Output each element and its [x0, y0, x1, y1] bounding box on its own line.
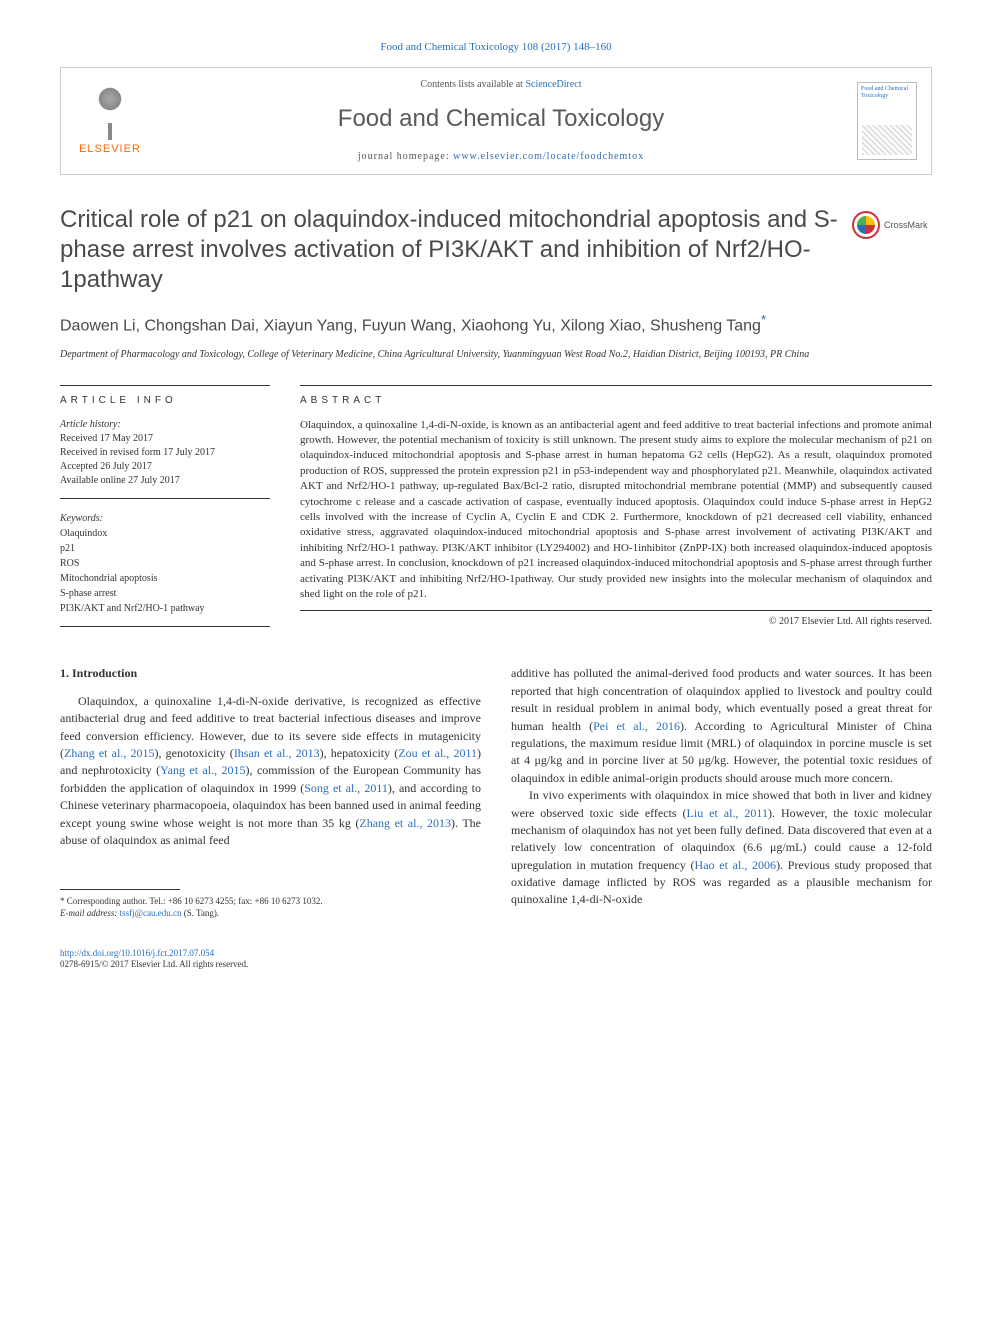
footnote-separator — [60, 889, 180, 890]
homepage-link[interactable]: www.elsevier.com/locate/foodchemtox — [453, 151, 644, 162]
author-list: Daowen Li, Chongshan Dai, Xiayun Yang, F… — [60, 311, 932, 338]
journal-cover-thumbnail: Food and Chemical Toxicology — [857, 82, 917, 160]
footnote-email-label: E-mail address: — [60, 908, 120, 918]
journal-name: Food and Chemical Toxicology — [145, 102, 857, 136]
keyword-item: p21 — [60, 543, 75, 554]
elsevier-logo: ELSEVIER — [75, 85, 145, 157]
right-column: additive has polluted the animal-derived… — [511, 665, 932, 919]
article-title: Critical role of p21 on olaquindox-induc… — [60, 205, 842, 295]
keyword-item: Olaquindox — [60, 528, 107, 539]
contents-prefix: Contents lists available at — [420, 79, 525, 90]
abstract-text: Olaquindox, a quinoxaline 1,4-di-N-oxide… — [300, 418, 932, 612]
history-label: Article history: — [60, 419, 121, 430]
ref-link[interactable]: Pei et al., 2016 — [593, 719, 680, 733]
col2-paragraph-1: additive has polluted the animal-derived… — [511, 665, 932, 787]
article-info-sidebar: ARTICLE INFO Article history: Received 1… — [60, 385, 270, 630]
ref-link[interactable]: Ihsan et al., 2013 — [234, 746, 320, 760]
article-info-heading: ARTICLE INFO — [60, 385, 270, 408]
ref-link[interactable]: Hao et al., 2006 — [695, 858, 777, 872]
corresponding-marker: * — [761, 312, 766, 327]
history-received: Received 17 May 2017 — [60, 433, 153, 444]
crossmark-badge[interactable]: CrossMark — [852, 211, 932, 239]
abstract-heading: ABSTRACT — [300, 385, 932, 408]
crossmark-icon — [852, 211, 880, 239]
ref-link[interactable]: Song et al., 2011 — [304, 781, 388, 795]
elsevier-tree-icon — [85, 85, 135, 140]
citation-line: Food and Chemical Toxicology 108 (2017) … — [60, 40, 932, 55]
ref-link[interactable]: Zhang et al., 2013 — [359, 816, 451, 830]
homepage-prefix: journal homepage: — [358, 151, 453, 162]
col2-paragraph-2: In vivo experiments with olaquindox in m… — [511, 787, 932, 909]
history-online: Available online 27 July 2017 — [60, 475, 180, 486]
abstract-copyright: © 2017 Elsevier Ltd. All rights reserved… — [300, 615, 932, 629]
publisher-name: ELSEVIER — [79, 142, 141, 157]
crossmark-label: CrossMark — [884, 219, 928, 232]
sciencedirect-link[interactable]: ScienceDirect — [525, 79, 581, 90]
corresponding-footnote: * Corresponding author. Tel.: +86 10 627… — [60, 896, 481, 919]
page-footer: http://dx.doi.org/10.1016/j.fct.2017.07.… — [60, 948, 932, 971]
issn-copyright: 0278-6915/© 2017 Elsevier Ltd. All right… — [60, 959, 248, 969]
homepage-line: journal homepage: www.elsevier.com/locat… — [145, 150, 857, 164]
journal-header: ELSEVIER Contents lists available at Sci… — [60, 67, 932, 175]
left-column: 1. Introduction Olaquindox, a quinoxalin… — [60, 665, 481, 919]
authors-text: Daowen Li, Chongshan Dai, Xiayun Yang, F… — [60, 317, 761, 334]
intro-paragraph-1: Olaquindox, a quinoxaline 1,4-di-N-oxide… — [60, 693, 481, 850]
keywords-label: Keywords: — [60, 513, 103, 524]
history-revised: Received in revised form 17 July 2017 — [60, 447, 215, 458]
article-history: Article history: Received 17 May 2017 Re… — [60, 418, 270, 499]
introduction-heading: 1. Introduction — [60, 665, 481, 682]
keyword-item: S-phase arrest — [60, 588, 116, 599]
affiliation: Department of Pharmacology and Toxicolog… — [60, 348, 932, 361]
ref-link[interactable]: Yang et al., 2015 — [160, 763, 245, 777]
body-text: 1. Introduction Olaquindox, a quinoxalin… — [60, 665, 932, 919]
history-accepted: Accepted 26 July 2017 — [60, 461, 152, 472]
ref-link[interactable]: Zou et al., 2011 — [398, 746, 477, 760]
keyword-item: PI3K/AKT and Nrf2/HO-1 pathway — [60, 603, 205, 614]
footnote-line-2: E-mail address: tssfj@cau.edu.cn (S. Tan… — [60, 908, 481, 920]
abstract-column: ABSTRACT Olaquindox, a quinoxaline 1,4-d… — [300, 385, 932, 630]
intro-text: ), hepatoxicity ( — [320, 746, 399, 760]
keyword-item: ROS — [60, 558, 79, 569]
footnote-suffix: (S. Tang). — [181, 908, 219, 918]
footnote-line-1: * Corresponding author. Tel.: +86 10 627… — [60, 896, 481, 908]
keywords: Keywords: Olaquindox p21 ROS Mitochondri… — [60, 511, 270, 627]
ref-link[interactable]: Zhang et al., 2015 — [64, 746, 154, 760]
intro-text: ), genotoxicity ( — [154, 746, 233, 760]
ref-link[interactable]: Liu et al., 2011 — [687, 806, 768, 820]
doi-link[interactable]: http://dx.doi.org/10.1016/j.fct.2017.07.… — [60, 948, 214, 958]
contents-available: Contents lists available at ScienceDirec… — [145, 78, 857, 92]
header-center: Contents lists available at ScienceDirec… — [145, 78, 857, 164]
email-link[interactable]: tssfj@cau.edu.cn — [120, 908, 182, 918]
keyword-item: Mitochondrial apoptosis — [60, 573, 158, 584]
